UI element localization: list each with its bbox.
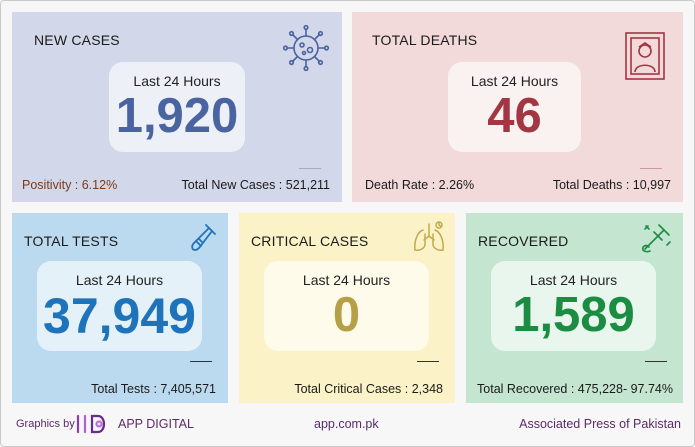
recovered-period: Last 24 Hours [529, 272, 618, 288]
test-tube-icon [191, 224, 216, 251]
deaths-value: 46 [487, 89, 542, 143]
positivity-text: Positivity : 6.12% [22, 178, 118, 192]
total-critical-text: Total Critical Cases : 2,348 [294, 382, 443, 396]
divider [417, 361, 439, 362]
portrait-frame-icon [625, 32, 665, 80]
total-tests-period: Last 24 Hours [75, 272, 164, 288]
critical-cases-period: Last 24 Hours [302, 272, 391, 288]
critical-cases-card: CRITICAL CASES Last 24 Hours 0 Total Cri… [239, 213, 455, 403]
divider [190, 361, 212, 362]
critical-cases-highlight: Last 24 Hours 0 [264, 261, 429, 351]
app-digital-logo-icon [76, 414, 106, 434]
total-tests-highlight: Last 24 Hours 37,949 [37, 261, 202, 351]
vaccine-icon [642, 224, 671, 253]
critical-cases-title: CRITICAL CASES [251, 233, 369, 249]
new-cases-title: NEW CASES [34, 32, 120, 48]
divider [645, 361, 667, 362]
total-new-cases-text: Total New Cases : 521,211 [181, 178, 330, 192]
divider [299, 168, 321, 169]
total-tests-title: TOTAL TESTS [24, 233, 119, 249]
recovered-highlight: Last 24 Hours 1,589 [491, 261, 656, 351]
total-tests-text: Total Tests : 7,405,571 [91, 382, 216, 396]
total-deaths-text: Total Deaths : 10,997 [552, 178, 671, 192]
tests-value: 37,949 [43, 288, 196, 344]
death-rate-text: Death Rate : 2.26% [365, 178, 475, 192]
footer: Graphics by APP DIGITAL app.com.pk Assoc… [0, 406, 695, 444]
new-cases-highlight: Last 24 Hours 1,920 [109, 62, 245, 152]
total-deaths-period: Last 24 Hours [470, 73, 559, 89]
recovered-title: RECOVERED [478, 233, 569, 249]
total-deaths-card: TOTAL DEATHS Last 24 Hours 46 Death Rate… [352, 12, 683, 202]
virus-icon [282, 24, 330, 72]
lungs-icon [414, 221, 444, 251]
total-tests-card: TOTAL TESTS Last 24 Hours 37,949 Total T… [12, 213, 228, 403]
recovered-card: RECOVERED Last 24 Hours 1,589 Total Reco… [466, 213, 683, 403]
new-cases-card: NEW CASES Last 24 Hours 1,920 Positivity… [12, 12, 342, 202]
recovered-value: 1,589 [512, 288, 635, 342]
publisher-name: Associated Press of Pakistan [519, 417, 681, 431]
graphics-by-label: Graphics by [16, 418, 75, 430]
new-cases-period: Last 24 Hours [133, 73, 221, 89]
critical-value: 0 [332, 288, 361, 342]
total-recovered-text: Total Recovered : 475,228- 97.74% [477, 382, 673, 396]
divider [640, 168, 662, 169]
new-cases-value: 1,920 [115, 89, 239, 143]
website-link[interactable]: app.com.pk [314, 417, 379, 431]
total-deaths-highlight: Last 24 Hours 46 [448, 62, 581, 152]
brand-name: APP DIGITAL [118, 417, 194, 431]
total-deaths-title: TOTAL DEATHS [372, 32, 478, 48]
